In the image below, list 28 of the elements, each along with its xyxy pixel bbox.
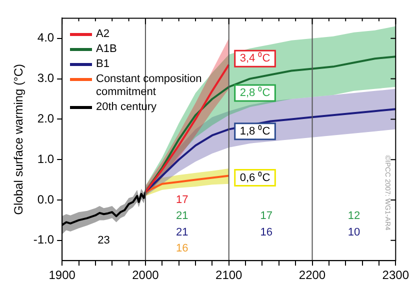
annotation: 2,8 ⁰C — [240, 86, 270, 99]
annotation: 21 — [176, 210, 188, 222]
annotation: 17 — [260, 210, 273, 222]
y-tick-label: 3.0 — [37, 71, 54, 86]
annotation: 0,6 ⁰C — [240, 170, 270, 184]
annotation: 3,4 ⁰C — [240, 52, 270, 65]
legend-label: A1B — [96, 43, 117, 56]
y-axis-title: Global surface warming (°C) — [12, 64, 26, 215]
legend-label: A2 — [96, 28, 110, 41]
x-tick-label: 2300 — [382, 268, 410, 282]
y-tick-label: 0.0 — [37, 192, 54, 206]
annotation: 16 — [260, 226, 273, 238]
x-tick-label: 2000 — [132, 268, 160, 282]
annotation: 10 — [348, 226, 360, 238]
annotation: 16 — [176, 242, 188, 255]
annotation: 23 — [98, 234, 110, 246]
x-tick-label: 2200 — [298, 268, 326, 282]
annotation: 21 — [176, 226, 188, 238]
y-tick-label: 1.0 — [37, 152, 54, 166]
annotation: 12 — [348, 210, 360, 222]
x-tick-label: 2100 — [216, 268, 243, 282]
x-tick-label: 1900 — [48, 268, 76, 282]
annotation: 1,8 ⁰C — [240, 124, 270, 138]
legend-label: B1 — [96, 58, 110, 71]
y-tick-label: 2.0 — [37, 112, 54, 126]
y-tick-label: 4.0 — [37, 30, 54, 45]
annotation: 17 — [176, 194, 188, 206]
y-tick-label: -1.0 — [33, 232, 54, 247]
